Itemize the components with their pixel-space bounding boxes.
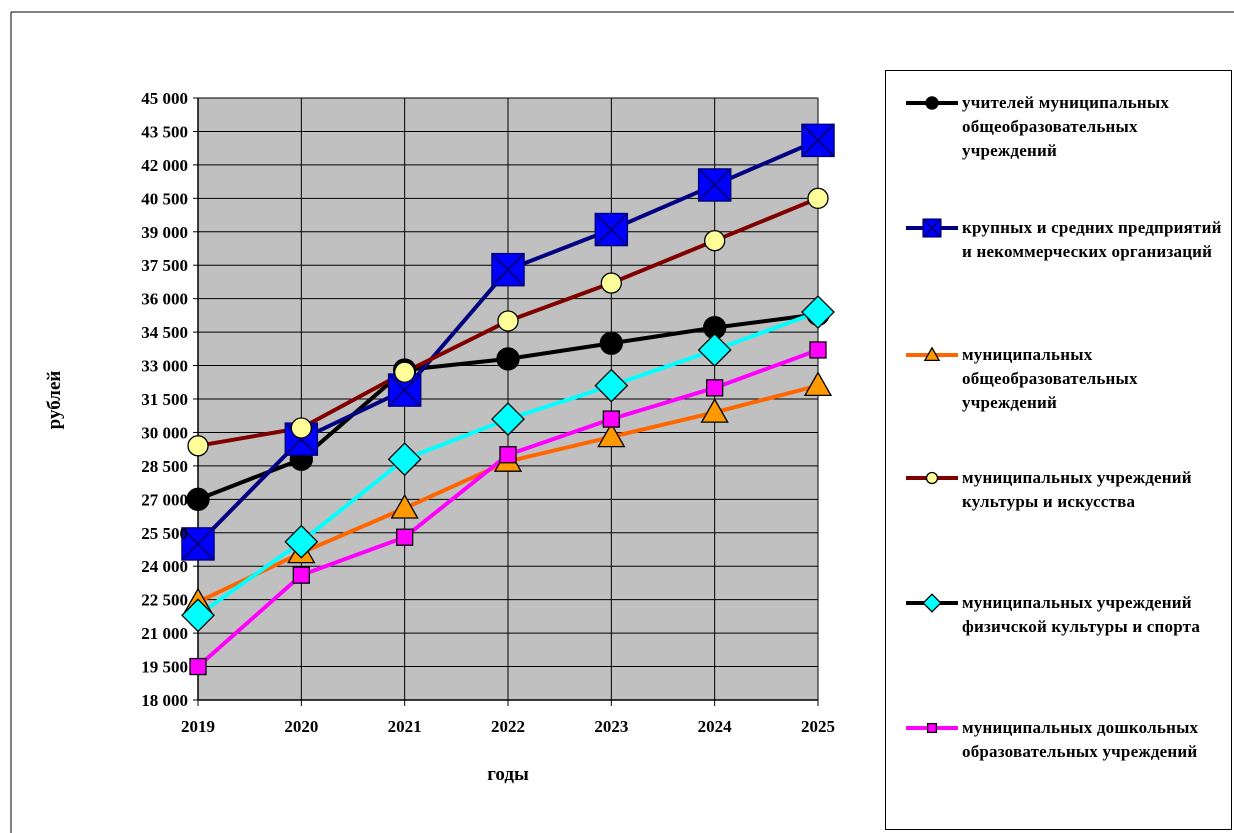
y-tick-label: 22 500 bbox=[141, 591, 188, 610]
y-axis-title: рублей bbox=[44, 371, 65, 430]
y-tick-label: 18 000 bbox=[141, 691, 188, 710]
y-tick-label: 39 000 bbox=[141, 223, 188, 242]
data-point-series-5 bbox=[387, 442, 422, 477]
legend-label-4: муниципальных учреждений культуры и иску… bbox=[962, 468, 1192, 511]
legend-label-3: муниципальных общеобразовательных учрежд… bbox=[962, 345, 1138, 412]
x-tick-label: 2020 bbox=[284, 717, 318, 736]
data-point-series-1 bbox=[496, 347, 520, 371]
data-point-series-2 bbox=[594, 212, 629, 247]
data-point-series-6 bbox=[189, 657, 207, 676]
legend-label-2: крупных и средних предприятий и некоммер… bbox=[962, 218, 1222, 261]
data-point-series-2 bbox=[491, 252, 525, 287]
x-tick-label: 2022 bbox=[491, 717, 525, 736]
data-point-series-1 bbox=[599, 331, 623, 355]
legend: учителей муниципальных общеобразовательн… bbox=[885, 70, 1232, 830]
legend-label-5: муниципальных учреждений физичской культ… bbox=[962, 593, 1201, 636]
y-tick-label: 37 500 bbox=[141, 256, 188, 275]
data-point-series-4 bbox=[807, 187, 829, 209]
legend-marker-5 bbox=[906, 593, 958, 613]
y-tick-label: 27 000 bbox=[141, 490, 188, 509]
y-tick-label: 36 000 bbox=[141, 290, 188, 309]
data-point-series-6 bbox=[602, 410, 620, 428]
legend-item-6: муниципальных дошкольных образовательных… bbox=[894, 716, 1229, 826]
y-tick-label: 40 500 bbox=[141, 189, 188, 208]
legend-label-6: муниципальных дошкольных образовательных… bbox=[962, 718, 1199, 761]
legend-marker-6 bbox=[906, 722, 958, 734]
data-point-series-3 bbox=[390, 493, 419, 519]
legend-item-1: учителей муниципальных общеобразовательн… bbox=[894, 91, 1229, 201]
data-point-series-1 bbox=[186, 487, 210, 511]
data-point-series-2 bbox=[181, 527, 215, 561]
y-tick-label: 30 000 bbox=[141, 423, 188, 442]
data-point-series-3 bbox=[597, 422, 626, 448]
x-tick-label: 2024 bbox=[698, 717, 733, 736]
legend-item-3: муниципальных общеобразовательных учрежд… bbox=[894, 343, 1229, 453]
data-point-series-5 bbox=[801, 295, 835, 329]
legend-label-1: учителей муниципальных общеобразовательн… bbox=[962, 93, 1170, 160]
data-point-series-2 bbox=[284, 422, 319, 456]
y-tick-label: 33 000 bbox=[141, 357, 188, 376]
legend-marker-4 bbox=[906, 471, 958, 485]
data-point-series-4 bbox=[704, 230, 726, 252]
data-point-series-4 bbox=[497, 310, 519, 332]
data-point-series-6 bbox=[706, 379, 724, 397]
data-point-series-4 bbox=[187, 435, 209, 457]
y-tick-label: 42 000 bbox=[141, 156, 188, 175]
data-point-series-5 bbox=[491, 402, 525, 436]
legend-marker-1 bbox=[906, 96, 958, 110]
data-point-series-5 bbox=[594, 368, 629, 403]
line-chart: 18 000 19 500 21 000 22 500 24 000 25 500 27 0… bbox=[44, 89, 835, 785]
y-tick-label: 28 500 bbox=[141, 457, 188, 476]
x-axis-title: годы bbox=[487, 764, 529, 785]
data-point-series-4 bbox=[600, 272, 622, 294]
y-tick-label: 31 500 bbox=[141, 390, 188, 409]
y-tick-label: 25 500 bbox=[141, 524, 188, 543]
legend-item-5: муниципальных учреждений физичской культ… bbox=[894, 591, 1229, 701]
data-point-series-6 bbox=[809, 341, 827, 359]
y-tick-label: 45 000 bbox=[141, 89, 188, 108]
data-point-series-4 bbox=[290, 417, 312, 439]
legend-item-4: муниципальных учреждений культуры и иску… bbox=[894, 466, 1229, 576]
data-point-series-3 bbox=[803, 371, 833, 397]
y-tick-label: 21 000 bbox=[141, 624, 188, 643]
x-tick-label: 2019 bbox=[181, 717, 215, 736]
y-tick-label: 24 000 bbox=[141, 557, 188, 576]
data-point-series-5 bbox=[697, 333, 732, 367]
x-tick-label: 2025 bbox=[801, 717, 835, 736]
y-tick-label: 34 500 bbox=[141, 323, 188, 342]
data-point-series-5 bbox=[284, 524, 319, 559]
data-point-series-6 bbox=[396, 528, 414, 546]
x-tick-label: 2023 bbox=[594, 717, 628, 736]
data-point-series-2 bbox=[801, 123, 835, 158]
data-point-series-6 bbox=[292, 566, 310, 584]
legend-marker-2 bbox=[906, 218, 958, 238]
data-point-series-6 bbox=[499, 446, 517, 464]
x-tick-label: 2021 bbox=[388, 717, 422, 736]
y-tick-label: 43 500 bbox=[141, 122, 188, 141]
legend-marker-3 bbox=[906, 346, 958, 362]
data-point-series-4 bbox=[394, 361, 416, 383]
data-point-series-5 bbox=[181, 598, 215, 633]
data-point-series-2 bbox=[697, 168, 732, 202]
legend-item-2: крупных и средних предприятий и некоммер… bbox=[894, 216, 1229, 326]
data-point-series-3 bbox=[700, 398, 729, 423]
y-tick-label: 19 500 bbox=[141, 658, 188, 677]
